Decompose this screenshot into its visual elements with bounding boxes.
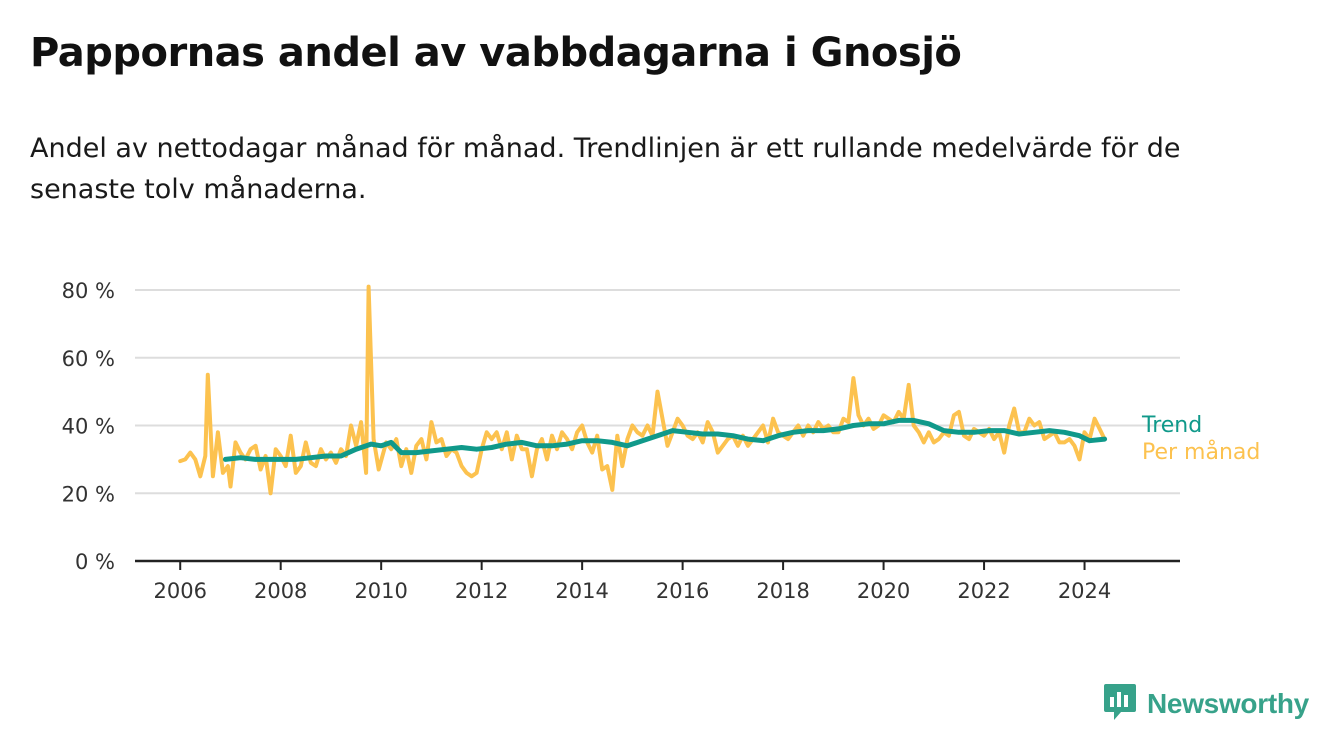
x-tick-label: 2014 <box>555 579 608 603</box>
chart-subtitle: Andel av nettodagar månad för månad. Tre… <box>30 133 1181 205</box>
x-tick-label: 2024 <box>1058 579 1111 603</box>
gridlines <box>135 289 1180 495</box>
x-tick-label: 2022 <box>957 579 1010 603</box>
y-tick-label: 40 % <box>62 415 115 439</box>
series-line-per-manad <box>178 284 1107 496</box>
series-line-trend <box>222 417 1108 462</box>
x-axis-ticks: 2006 2008 2010 2012 2014 2016 2018 2020 2022 2024 <box>153 561 1111 603</box>
chart-title: Pappornas andel av vabbdagarna i Gnosjö <box>30 30 962 76</box>
x-tick-label: 2018 <box>756 579 809 603</box>
series-label-trend: Trend <box>1141 413 1202 438</box>
x-tick-label: 2010 <box>354 579 407 603</box>
brand-logo: Newsworthy <box>1103 682 1309 726</box>
x-tick-label: 2006 <box>153 579 206 603</box>
y-tick-label: 80 % <box>62 279 115 303</box>
y-tick-label: 60 % <box>62 347 115 371</box>
x-tick-label: 2008 <box>254 579 307 603</box>
x-tick-label: 2012 <box>455 579 508 603</box>
brand-name: Newsworthy <box>1147 688 1309 719</box>
y-axis-ticks: 0 % 20 % 40 % 60 % 80 % <box>62 279 115 574</box>
x-tick-label: 2020 <box>857 579 910 603</box>
y-tick-label: 20 % <box>62 482 115 506</box>
y-tick-label: 0 % <box>75 550 115 574</box>
series-label-per-manad: Per månad <box>1142 439 1260 465</box>
newsworthy-logo-icon <box>1103 682 1137 726</box>
x-tick-label: 2016 <box>656 579 709 603</box>
